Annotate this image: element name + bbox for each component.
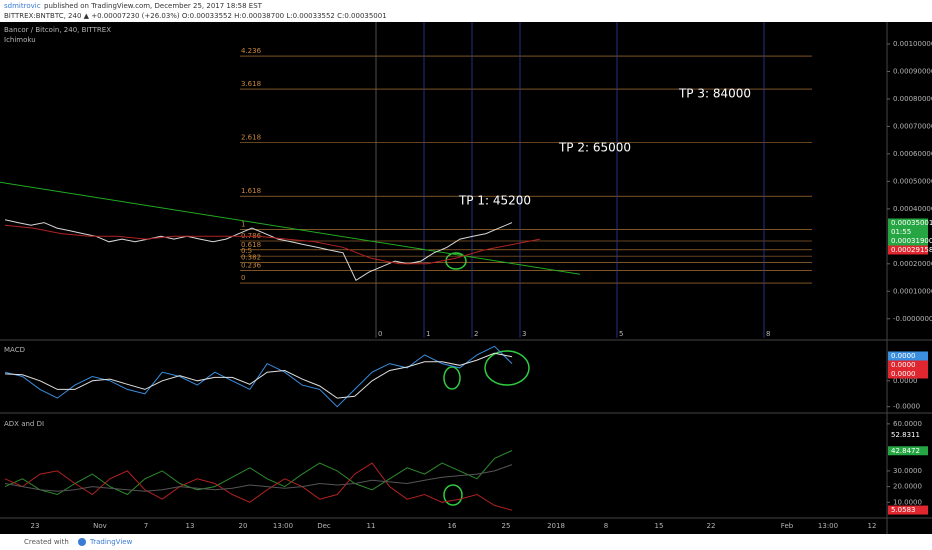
fib-label: 0.236 (241, 261, 262, 269)
pane-title: Bancor / Bitcoin, 240, BITTREX (4, 26, 111, 34)
logo (78, 538, 86, 546)
fib-label: 4.236 (241, 47, 262, 55)
price-tag (888, 351, 928, 361)
series-line (4, 224, 541, 265)
y-tick-label: 0.00080000 (893, 95, 932, 103)
highlight (443, 484, 463, 506)
fib-label: 2.618 (241, 134, 261, 142)
price-tag (888, 236, 928, 246)
x-tick-label: Nov (93, 522, 107, 530)
y-tick-label: 30.0000 (893, 467, 922, 475)
x-tick-label: 25 (502, 522, 511, 530)
x-tick-label: 7 (144, 522, 148, 530)
highlight (445, 252, 467, 270)
price-tag (888, 227, 928, 237)
y-tick-label: 0.00010000 (893, 287, 932, 295)
value-tag-label: 52.8311 (891, 431, 920, 439)
series-line (4, 464, 513, 492)
x-tick-label: 13:00 (273, 522, 293, 530)
price-tag (888, 218, 928, 228)
pane-subtitle: Ichimoku (4, 36, 36, 44)
pane-title: ADX and DI (4, 420, 44, 428)
fib-label: 0 (241, 274, 245, 282)
price-tag (888, 360, 928, 370)
footer-brand[interactable]: TradingView (89, 538, 133, 546)
time-zone-label: 0 (378, 330, 382, 338)
value-tag-label: 5.0583 (891, 506, 916, 514)
price-tag-label: 0.0000 (891, 370, 916, 378)
price-tag (888, 369, 928, 379)
time-zone-label: 2 (474, 330, 478, 338)
fib-label: 3.618 (241, 80, 261, 88)
trendline (0, 181, 581, 275)
y-tick-label: 0.00090000 (893, 67, 932, 75)
price-tag-label: 01:55 (891, 228, 911, 236)
publisher[interactable]: sdmitrovic (4, 2, 41, 10)
price-tag-label: 0.00029158 (891, 246, 932, 254)
price-tag (888, 245, 928, 255)
value-tag-label: 42.8472 (891, 447, 920, 455)
time-zone-label: 3 (522, 330, 526, 338)
footer-created: Created with (24, 538, 69, 546)
x-tick-label: 20 (239, 522, 248, 530)
chart-area (0, 22, 932, 534)
highlight (443, 366, 461, 390)
annotation: TP 3: 84000 (678, 87, 751, 101)
x-tick-label: 16 (448, 522, 457, 530)
y-tick-label: 0.0000 (893, 377, 918, 385)
y-tick-label: -0.0000 (893, 403, 920, 411)
highlight (484, 350, 530, 386)
series-line (4, 219, 513, 282)
series-line (4, 345, 513, 408)
y-tick-label: 20.0000 (893, 483, 922, 491)
value-tag (888, 505, 928, 515)
price-tag-label: 0.00035001 (891, 219, 932, 227)
series-line (4, 462, 513, 511)
y-tick-label: 0.00060000 (893, 150, 932, 158)
symbol-line: BITTREX:BNTBTC, 240 ▲ +0.00007230 (+26.0… (4, 12, 387, 20)
x-tick-label: 22 (707, 522, 716, 530)
x-tick-label: 12 (868, 522, 877, 530)
price-tag-label: 0.0000 (891, 352, 916, 360)
y-tick-label: 0.00070000 (893, 122, 932, 130)
x-tick-label: 13 (186, 522, 195, 530)
fib-label: 1.618 (241, 187, 261, 195)
published: published on TradingView.com, December 2… (44, 2, 263, 10)
y-tick-label: 0.00040000 (893, 205, 932, 213)
y-tick-label: 0.00020000 (893, 260, 932, 268)
x-tick-label: 8 (604, 522, 608, 530)
series-line (4, 450, 513, 496)
y-tick-label: 10.0000 (893, 498, 922, 506)
time-zone-label: 1 (426, 330, 430, 338)
fib-label: 0.382 (241, 254, 261, 262)
annotation: TP 1: 45200 (458, 194, 531, 208)
time-zone-label: 5 (619, 330, 623, 338)
series-line (4, 352, 513, 399)
x-tick-label: 23 (31, 522, 40, 530)
x-tick-label: 15 (655, 522, 664, 530)
price-tag-label: 0.0000 (891, 361, 916, 369)
y-tick-label: 0.00100000 (893, 40, 932, 48)
fib-label: 1 (241, 220, 245, 228)
x-tick-label: 13:00 (818, 522, 838, 530)
x-tick-label: 2018 (547, 522, 565, 530)
price-tag-label: 0.00031900 (891, 237, 932, 245)
time-zone-label: 8 (766, 330, 770, 338)
pane-title: MACD (4, 346, 25, 354)
y-tick-label: 0.00050000 (893, 177, 932, 185)
x-tick-label: 11 (367, 522, 376, 530)
fib-label: 0.618 (241, 241, 261, 249)
value-tag (888, 446, 928, 456)
annotation: TP 2: 65000 (558, 141, 631, 155)
y-tick-label: 60.0000 (893, 420, 922, 428)
value-tag (888, 430, 928, 440)
x-tick-label: Feb (781, 522, 794, 530)
x-tick-label: Dec (317, 522, 331, 530)
fib-label: 0.5 (241, 247, 252, 255)
